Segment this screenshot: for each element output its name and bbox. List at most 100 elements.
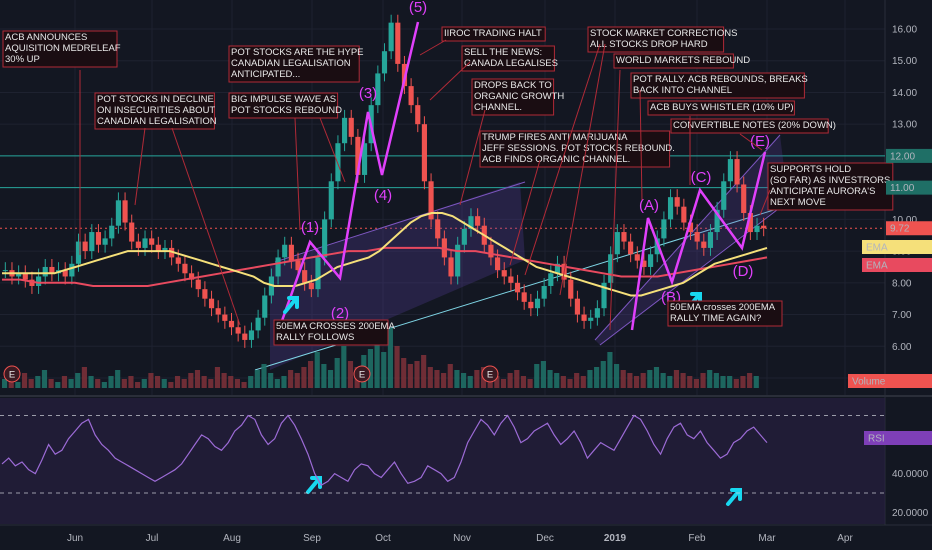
candle-body bbox=[189, 273, 195, 280]
annotation-box bbox=[441, 26, 546, 42]
volume-bar bbox=[620, 370, 626, 388]
volume-bar bbox=[294, 373, 300, 388]
candle-body bbox=[149, 238, 155, 245]
candle-body bbox=[594, 308, 600, 318]
candle-body bbox=[674, 197, 680, 207]
volume-bar bbox=[447, 364, 453, 388]
wave-label: (3) bbox=[359, 85, 377, 102]
volume-bar bbox=[660, 373, 666, 388]
ema50-tag-bg bbox=[862, 240, 932, 254]
annotation-text: AQUISITION MEDRELEAF bbox=[5, 43, 121, 54]
candle-body bbox=[109, 225, 115, 239]
annotation-box bbox=[613, 53, 734, 69]
candle-body bbox=[135, 241, 141, 248]
volume-bar bbox=[647, 370, 653, 388]
volume-bar bbox=[707, 370, 713, 388]
candle-body bbox=[701, 241, 707, 248]
annotation-text: RALLY FOLLOWS bbox=[276, 332, 354, 343]
candle-body bbox=[661, 219, 667, 239]
candle-body bbox=[222, 314, 228, 321]
candle-body bbox=[2, 270, 8, 272]
annotation-text: ACB ANNOUNCES bbox=[5, 32, 87, 43]
volume-bar bbox=[55, 382, 61, 388]
price-tick-label: 14.00 bbox=[892, 88, 917, 99]
annotation-text: RALLY TIME AGAIN? bbox=[670, 313, 761, 324]
annotation-leader bbox=[429, 61, 471, 101]
volume-bar bbox=[421, 355, 427, 388]
volume-bars bbox=[2, 328, 759, 388]
candle-body bbox=[608, 254, 614, 283]
price-tick-label: 7.00 bbox=[892, 310, 912, 321]
volume-bar bbox=[680, 373, 686, 388]
annotation-text: BIG IMPULSE WAVE AS bbox=[231, 94, 336, 105]
candle-body bbox=[182, 263, 188, 274]
annotation-text: CONVERTIBLE NOTES (20% DOWN) bbox=[673, 120, 836, 131]
candle-body bbox=[82, 241, 88, 252]
last-price-tag: 9.72 bbox=[890, 224, 910, 235]
volume-bar bbox=[387, 328, 393, 388]
volume-bar bbox=[514, 370, 520, 388]
annotation-text: ON INSECURITIES ABOUT bbox=[97, 105, 215, 116]
volume-bar bbox=[155, 376, 161, 388]
volume-bar bbox=[35, 376, 41, 388]
annotation-box bbox=[587, 26, 725, 53]
candle-body bbox=[89, 232, 95, 252]
volume-bar bbox=[347, 361, 354, 388]
annotation-box bbox=[228, 45, 360, 83]
volume-bar bbox=[367, 349, 374, 388]
candle-body bbox=[554, 263, 561, 274]
event-marker bbox=[3, 365, 21, 383]
level-tag-11-bg bbox=[886, 180, 932, 195]
rsi-line bbox=[1, 414, 768, 487]
candle-body bbox=[621, 232, 627, 242]
volume-tag-bg bbox=[848, 374, 932, 388]
annotation-text: CANADA LEGALISES bbox=[464, 58, 558, 69]
time-tick-label: 2019 bbox=[604, 533, 627, 544]
candle-body bbox=[654, 238, 660, 255]
annotation-leader bbox=[609, 69, 621, 331]
rsi-tag-bg bbox=[864, 431, 932, 445]
volume-bar bbox=[461, 373, 467, 388]
volume-bar bbox=[95, 379, 101, 388]
candle-body bbox=[288, 244, 294, 261]
volume-bar bbox=[434, 370, 440, 388]
event-marker bbox=[353, 365, 371, 383]
candle-body bbox=[734, 159, 740, 185]
time-tick-label: Dec bbox=[536, 533, 554, 544]
candle-body bbox=[375, 73, 381, 106]
level-tag-12: 12.00 bbox=[890, 151, 915, 162]
volume-bar bbox=[288, 370, 294, 388]
channel-fill-2 bbox=[595, 135, 788, 345]
volume-bar bbox=[221, 373, 227, 388]
candle-body bbox=[16, 273, 22, 277]
candle-body bbox=[215, 308, 221, 315]
volume-bar bbox=[28, 379, 34, 388]
volume-bar bbox=[527, 379, 533, 388]
candle-body bbox=[488, 244, 494, 258]
candle-body bbox=[328, 181, 334, 220]
volume-bar bbox=[268, 373, 274, 388]
annotation-leader bbox=[171, 127, 241, 326]
candle-body bbox=[322, 219, 328, 258]
candle-body bbox=[95, 232, 102, 245]
annotation-box bbox=[273, 319, 389, 346]
annotation-text: NEXT MOVE bbox=[770, 197, 826, 208]
rsi-tick-label: 40.0000 bbox=[892, 469, 929, 480]
annotation-leader bbox=[639, 89, 643, 201]
candle-body bbox=[448, 257, 454, 277]
wave-label: (5) bbox=[409, 0, 427, 16]
volume-bar bbox=[248, 376, 254, 388]
candle-body bbox=[29, 279, 35, 286]
annotation-leader bbox=[319, 117, 346, 183]
candle-body bbox=[461, 228, 467, 245]
volume-bar bbox=[494, 376, 500, 388]
candle-body bbox=[248, 330, 255, 340]
volume-bar bbox=[507, 373, 513, 388]
corrective-wave bbox=[630, 151, 767, 331]
annotation-leader bbox=[459, 109, 486, 206]
volume-bar bbox=[427, 367, 433, 388]
candle-body bbox=[455, 244, 461, 277]
volume-bar bbox=[321, 364, 327, 388]
volume-bar bbox=[341, 346, 347, 388]
